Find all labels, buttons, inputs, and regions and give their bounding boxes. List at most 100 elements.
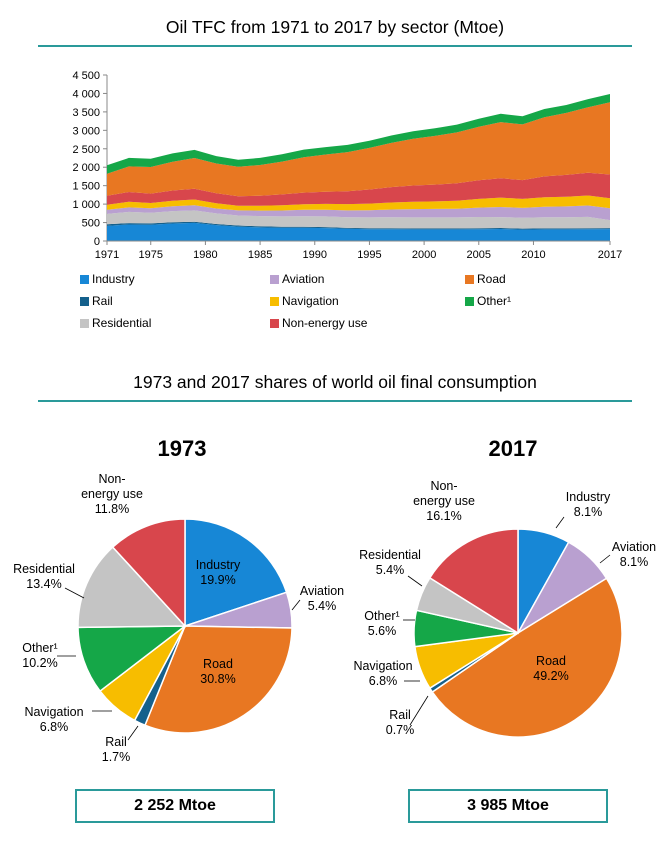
pie-label-pct: 16.1% <box>426 509 461 523</box>
y-tick-label: 4 000 <box>72 88 100 100</box>
legend-swatch <box>270 274 279 284</box>
pie-charts: Industry 19.9%Aviation 5.4%Road 30.8%Rail 1.… <box>13 472 656 764</box>
y-tick-label: 3 000 <box>72 125 100 137</box>
legend-swatch <box>465 274 474 284</box>
pie-2017-year: 2017 <box>488 436 538 461</box>
legend-item-residential: Residential <box>80 316 151 330</box>
pie-label-residential: Residential 13.4% <box>13 562 75 591</box>
pie-label-pct: 5.6% <box>368 624 397 638</box>
pie-label-name: Other¹ <box>364 609 399 623</box>
legend-label: Other¹ <box>477 294 512 308</box>
pie-label-name: Rail <box>389 708 411 722</box>
pie-label-name: Road <box>203 657 233 671</box>
pie-label-non-energy-use: Non-energy use 16.1% <box>413 479 475 523</box>
pie-label-name: Navigation <box>353 659 412 673</box>
y-tick-label: 0 <box>94 236 100 248</box>
legend-item-industry: Industry <box>80 272 135 286</box>
area-series-aviation <box>107 205 610 221</box>
legend-label: Navigation <box>282 294 339 308</box>
legend-swatch <box>465 296 474 306</box>
legend-item-navigation: Navigation <box>270 294 339 308</box>
x-tick-label: 1985 <box>248 249 272 261</box>
pie-slice-industry <box>184 518 288 628</box>
title-rule-shares <box>38 400 632 402</box>
legend-swatch <box>270 296 279 306</box>
y-tick-label: 2 000 <box>72 162 100 174</box>
title-rule-top <box>38 45 632 47</box>
pie-label-non-energy-use: Non-energy use 11.8% <box>81 472 143 516</box>
legend-swatch <box>80 318 89 328</box>
legend-item-road: Road <box>465 272 506 286</box>
pie-label-name: Industry <box>566 490 611 504</box>
pie-label-navigation: Navigation 6.8% <box>353 659 412 688</box>
pie-label-name: Navigation <box>24 705 83 719</box>
x-tick-label: 1971 <box>95 249 119 261</box>
pie-label-name: Aviation <box>300 584 344 598</box>
pie-label-pct: 6.8% <box>369 674 398 688</box>
legend-swatch <box>270 318 279 328</box>
shares-title: 1973 and 2017 shares of world oil final … <box>133 372 537 392</box>
y-tick-label: 2 500 <box>72 144 100 156</box>
area-series-rail <box>107 221 610 230</box>
pie-leader-line <box>555 516 565 529</box>
x-tick-label: 2017 <box>598 249 622 261</box>
pie-label-name: Non- <box>430 479 457 493</box>
pie-2017: Industry 8.1%Aviation 8.1%Road 49.2%Rail 0.7… <box>353 479 656 738</box>
x-tick-label: 1980 <box>193 249 217 261</box>
pie-1973: Industry 19.9% Aviation 5.4% Road 30.8% Rail 1.… <box>13 472 344 764</box>
pie-label-pct: 6.8% <box>40 720 69 734</box>
pie-label-pct: 5.4% <box>308 599 337 613</box>
pie-label-rail: Rail 1.7% <box>102 735 131 764</box>
pie-label-residential: Residential 5.4% <box>359 548 421 577</box>
pie-leader-line <box>599 554 611 564</box>
pie-label-name: Road <box>536 654 566 668</box>
pie-label-pct: 10.2% <box>22 656 57 670</box>
pie-label-name: energy use <box>413 494 475 508</box>
x-tick-label: 2005 <box>467 249 491 261</box>
pie-label-name: Non- <box>98 472 125 486</box>
area-series-industry <box>107 222 610 241</box>
pie-label-navigation: Navigation 6.8% <box>24 705 83 734</box>
y-tick-label: 3 500 <box>72 107 100 119</box>
pie-label-aviation: Aviation 8.1% <box>612 540 656 569</box>
y-tick-label: 1 000 <box>72 199 100 211</box>
pie-label-name: Industry <box>196 558 241 572</box>
pie-label-industry: Industry 19.9% <box>196 558 241 587</box>
pie-label-pct: 8.1% <box>620 555 649 569</box>
pie-label-pct: 1.7% <box>102 750 131 764</box>
pie-slice-non-energy-use <box>428 528 519 635</box>
area-series-navigation <box>107 195 610 211</box>
legend-label: Industry <box>92 272 135 286</box>
pie-1973-year: 1973 <box>157 436 207 461</box>
y-tick-label: 1 500 <box>72 181 100 193</box>
legend-item-aviation: Aviation <box>270 272 324 286</box>
legend-item-rail: Rail <box>80 294 113 308</box>
legend-label: Rail <box>92 294 113 308</box>
pie-leader-line <box>127 725 139 741</box>
pie-label-pct: 49.2% <box>533 669 568 683</box>
pie-label-name: Rail <box>105 735 127 749</box>
pie-label-name: energy use <box>81 487 143 501</box>
pie-slice-residential <box>77 546 187 629</box>
pie-label-road: Road 30.8% <box>200 657 235 686</box>
area-series-residential <box>107 210 610 229</box>
area-chart-title: Oil TFC from 1971 to 2017 by sector (Mto… <box>165 17 505 37</box>
pie-label-other: Other¹ 5.6% <box>364 609 399 638</box>
legend-item-other: Other¹ <box>465 294 511 308</box>
pie-leader-line <box>291 599 301 611</box>
x-tick-label: 2010 <box>521 249 545 261</box>
total-1973: 2 252 Mtoe <box>75 789 275 823</box>
area-chart: 0 500 1 000 1 500 2 000 2 500 3 000 3 500 4 000 4… <box>72 70 622 261</box>
pie-label-name: Aviation <box>612 540 656 554</box>
area-series-non-energy-use <box>107 172 610 206</box>
area-series-road <box>107 102 610 197</box>
pie-label-road: Road 49.2% <box>533 654 568 683</box>
pie-slice-non-energy-use <box>111 518 186 628</box>
pie-label-industry: Industry 8.1% <box>566 490 611 519</box>
pie-label-pct: 5.4% <box>376 563 405 577</box>
legend-label: Residential <box>92 316 152 330</box>
legend-swatch <box>80 274 89 284</box>
pie-label-pct: 13.4% <box>26 577 61 591</box>
y-tick-label: 4 500 <box>72 70 100 82</box>
